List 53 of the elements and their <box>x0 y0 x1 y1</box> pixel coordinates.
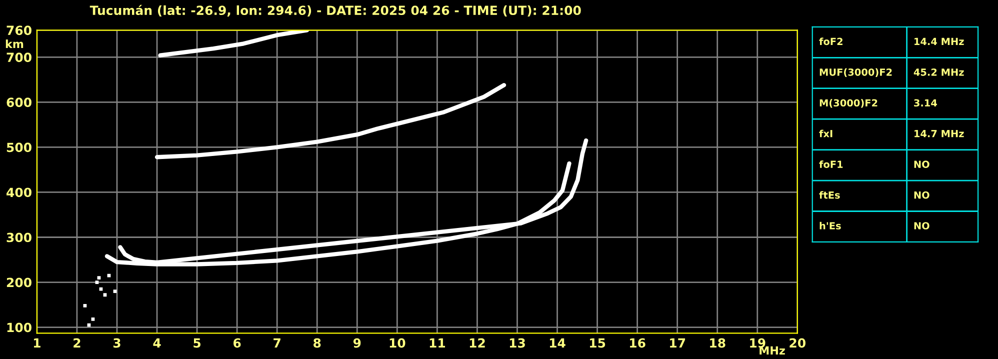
x-tick-label: 3 <box>113 338 120 348</box>
x-tick-label: 5 <box>194 338 200 348</box>
text: NO <box>914 222 930 230</box>
x-tick-label: 14 <box>550 338 566 348</box>
point <box>113 290 117 293</box>
y-tick-label: 600 <box>6 98 32 108</box>
text: NO <box>914 160 930 168</box>
y-tick-label: 760 <box>6 26 32 36</box>
x-tick-label: 17 <box>670 338 686 348</box>
point <box>91 317 95 321</box>
text: M(3000)F2 <box>820 99 878 108</box>
text: 14.7 MHz <box>914 130 964 138</box>
x-tick-label: 18 <box>710 338 726 348</box>
y-tick-label: 300 <box>6 232 32 242</box>
x-tick-label: 2 <box>74 338 80 348</box>
point <box>97 276 101 280</box>
x-tick-label: 20 <box>790 338 806 348</box>
point <box>103 293 107 297</box>
text: ftEs <box>819 191 840 199</box>
y-tick-label: 500 <box>6 142 32 152</box>
chart-title: Tucumán (lat: -26.9, lon: 294.6) - DATE: 2025 04 26 - TIME (UT): 21:00 <box>90 4 581 17</box>
point <box>83 304 87 308</box>
x-tick-label: 6 <box>233 338 241 348</box>
text: 45.2 MHz <box>914 68 964 76</box>
y-tick-label: 400 <box>6 188 32 198</box>
x-tick-label: 8 <box>314 338 321 348</box>
y-tick-label: 200 <box>6 278 32 288</box>
x-tick-label: 13 <box>510 338 525 348</box>
x-tick-label: 10 <box>390 338 406 348</box>
line-series <box>154 82 506 160</box>
x-tick-label: 9 <box>353 338 361 348</box>
x-tick-label: 4 <box>153 338 161 348</box>
text: 14.4 MHz <box>914 38 964 45</box>
y-tick-label: 700 <box>6 52 32 62</box>
x-tick-label: 1 <box>34 338 40 348</box>
text: NO <box>914 191 930 199</box>
text: fxI <box>819 130 832 138</box>
x-tick-label: 19 <box>750 338 766 348</box>
x-tick-label: 7 <box>274 338 280 348</box>
x-tick-label: 15 <box>590 338 606 348</box>
text: 3.14 <box>914 99 937 107</box>
text: foF1 <box>819 160 843 168</box>
line-series <box>158 30 310 58</box>
x-tick-label: 16 <box>630 338 646 348</box>
x-tick-label: 11 <box>430 338 446 348</box>
text: h'Es <box>820 222 841 230</box>
x-tick-label: 12 <box>470 338 485 348</box>
y-axis-title: km <box>6 40 24 48</box>
point <box>95 280 99 284</box>
x-axis-title: MHz <box>760 346 785 355</box>
text: MUF(3000)F2 <box>820 68 892 77</box>
y-tick-label: 100 <box>7 322 32 332</box>
text: foF2 <box>819 38 842 46</box>
